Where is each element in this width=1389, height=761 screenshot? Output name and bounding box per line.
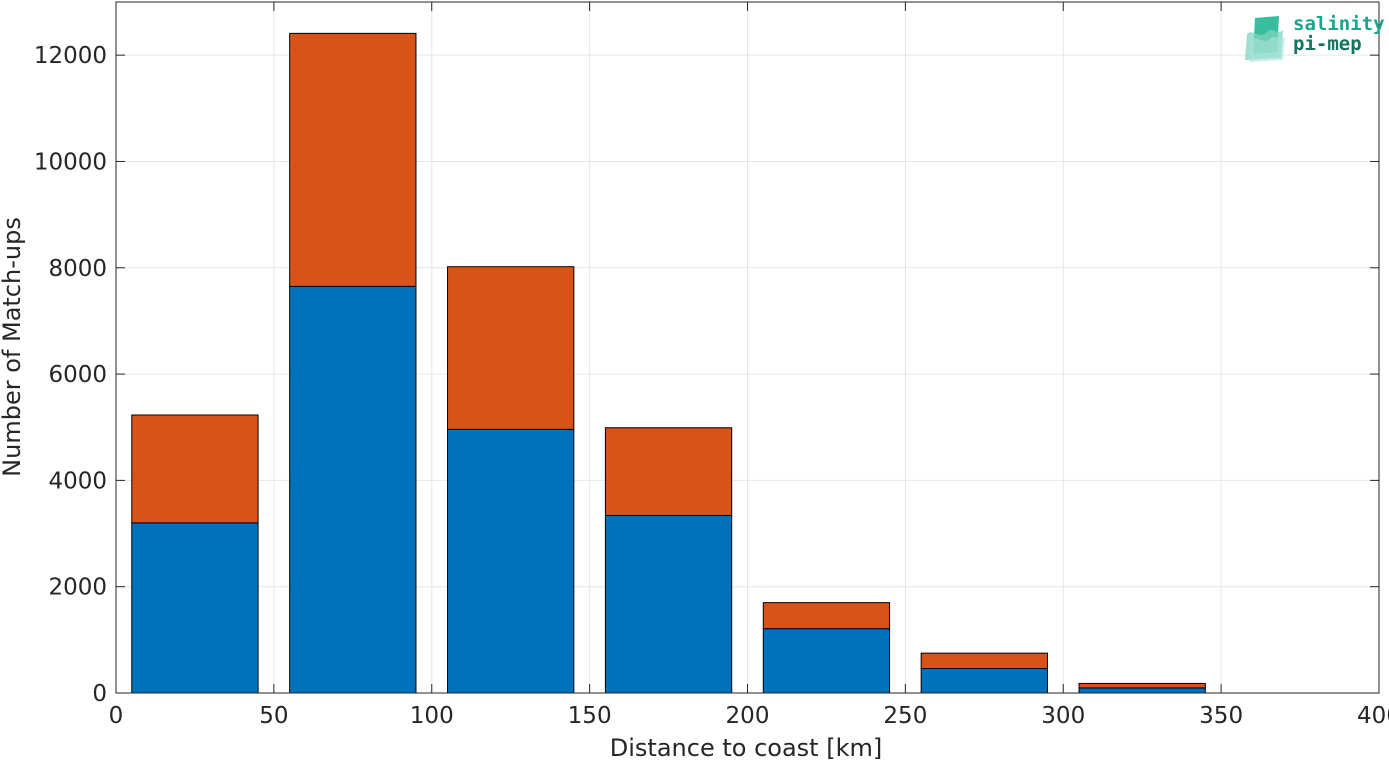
x-tick-label: 0 <box>109 703 124 729</box>
x-tick-label: 50 <box>259 703 288 729</box>
y-tick-label: 10000 <box>34 149 107 175</box>
y-axis-title: Number of Match-ups <box>0 217 26 477</box>
axes <box>115 1 1380 694</box>
x-tick-label: 350 <box>1199 703 1243 729</box>
bar-series-1 <box>762 628 891 694</box>
x-tick-label: 150 <box>568 703 612 729</box>
x-tick-label: 400 <box>1357 703 1389 729</box>
bar-series-2 <box>289 32 417 287</box>
x-tick-label: 250 <box>883 703 927 729</box>
logo-line-2: pi-mep <box>1293 33 1362 55</box>
tick-labels: 0501001502002503003504000200040006000800… <box>34 43 1389 729</box>
x-tick-label: 300 <box>1041 703 1085 729</box>
bar-series-2 <box>1078 682 1206 689</box>
bar-series-2 <box>447 266 575 430</box>
y-tick-label: 8000 <box>48 256 107 282</box>
bar-series-1 <box>289 285 417 694</box>
bar-series-1 <box>920 668 1048 694</box>
bar-series-2 <box>762 602 891 630</box>
y-tick-label: 12000 <box>34 43 107 69</box>
y-tick-label: 2000 <box>48 575 107 601</box>
x-axis-title: Distance to coast [km] <box>610 734 882 761</box>
x-tick-label: 100 <box>410 703 454 729</box>
bar-series-2 <box>131 414 259 524</box>
bar-series-1 <box>131 522 259 694</box>
logo-line-1: salinity <box>1293 13 1385 35</box>
bar-series-1 <box>1078 687 1206 694</box>
bar-series-2 <box>920 652 1048 670</box>
bar-series-2 <box>604 427 733 516</box>
bars <box>131 32 1206 694</box>
x-tick-label: 200 <box>726 703 770 729</box>
y-tick-label: 6000 <box>48 362 107 388</box>
bar-series-1 <box>604 514 733 694</box>
waves-logo-icon <box>1245 16 1285 62</box>
y-tick-label: 0 <box>92 681 107 707</box>
bar-series-1 <box>447 428 575 694</box>
salinity-pi-mep-logo: salinity pi-mep <box>1243 14 1385 64</box>
y-tick-label: 4000 <box>48 468 107 494</box>
